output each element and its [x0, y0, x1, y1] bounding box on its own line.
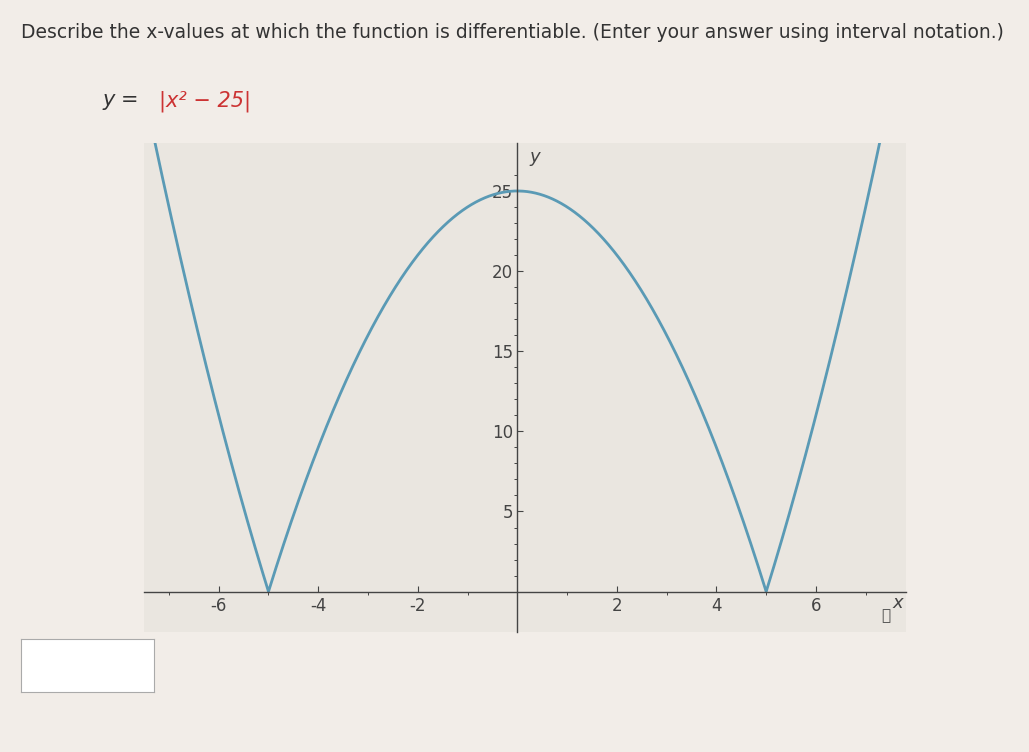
- Text: y: y: [530, 147, 540, 165]
- Text: y =: y =: [103, 90, 146, 111]
- Text: ⓘ: ⓘ: [881, 608, 890, 623]
- Text: x: x: [892, 594, 903, 612]
- Text: Describe the x-values at which the function is differentiable. (Enter your answe: Describe the x-values at which the funct…: [21, 23, 1003, 41]
- Text: |x² − 25|: |x² − 25|: [159, 90, 251, 112]
